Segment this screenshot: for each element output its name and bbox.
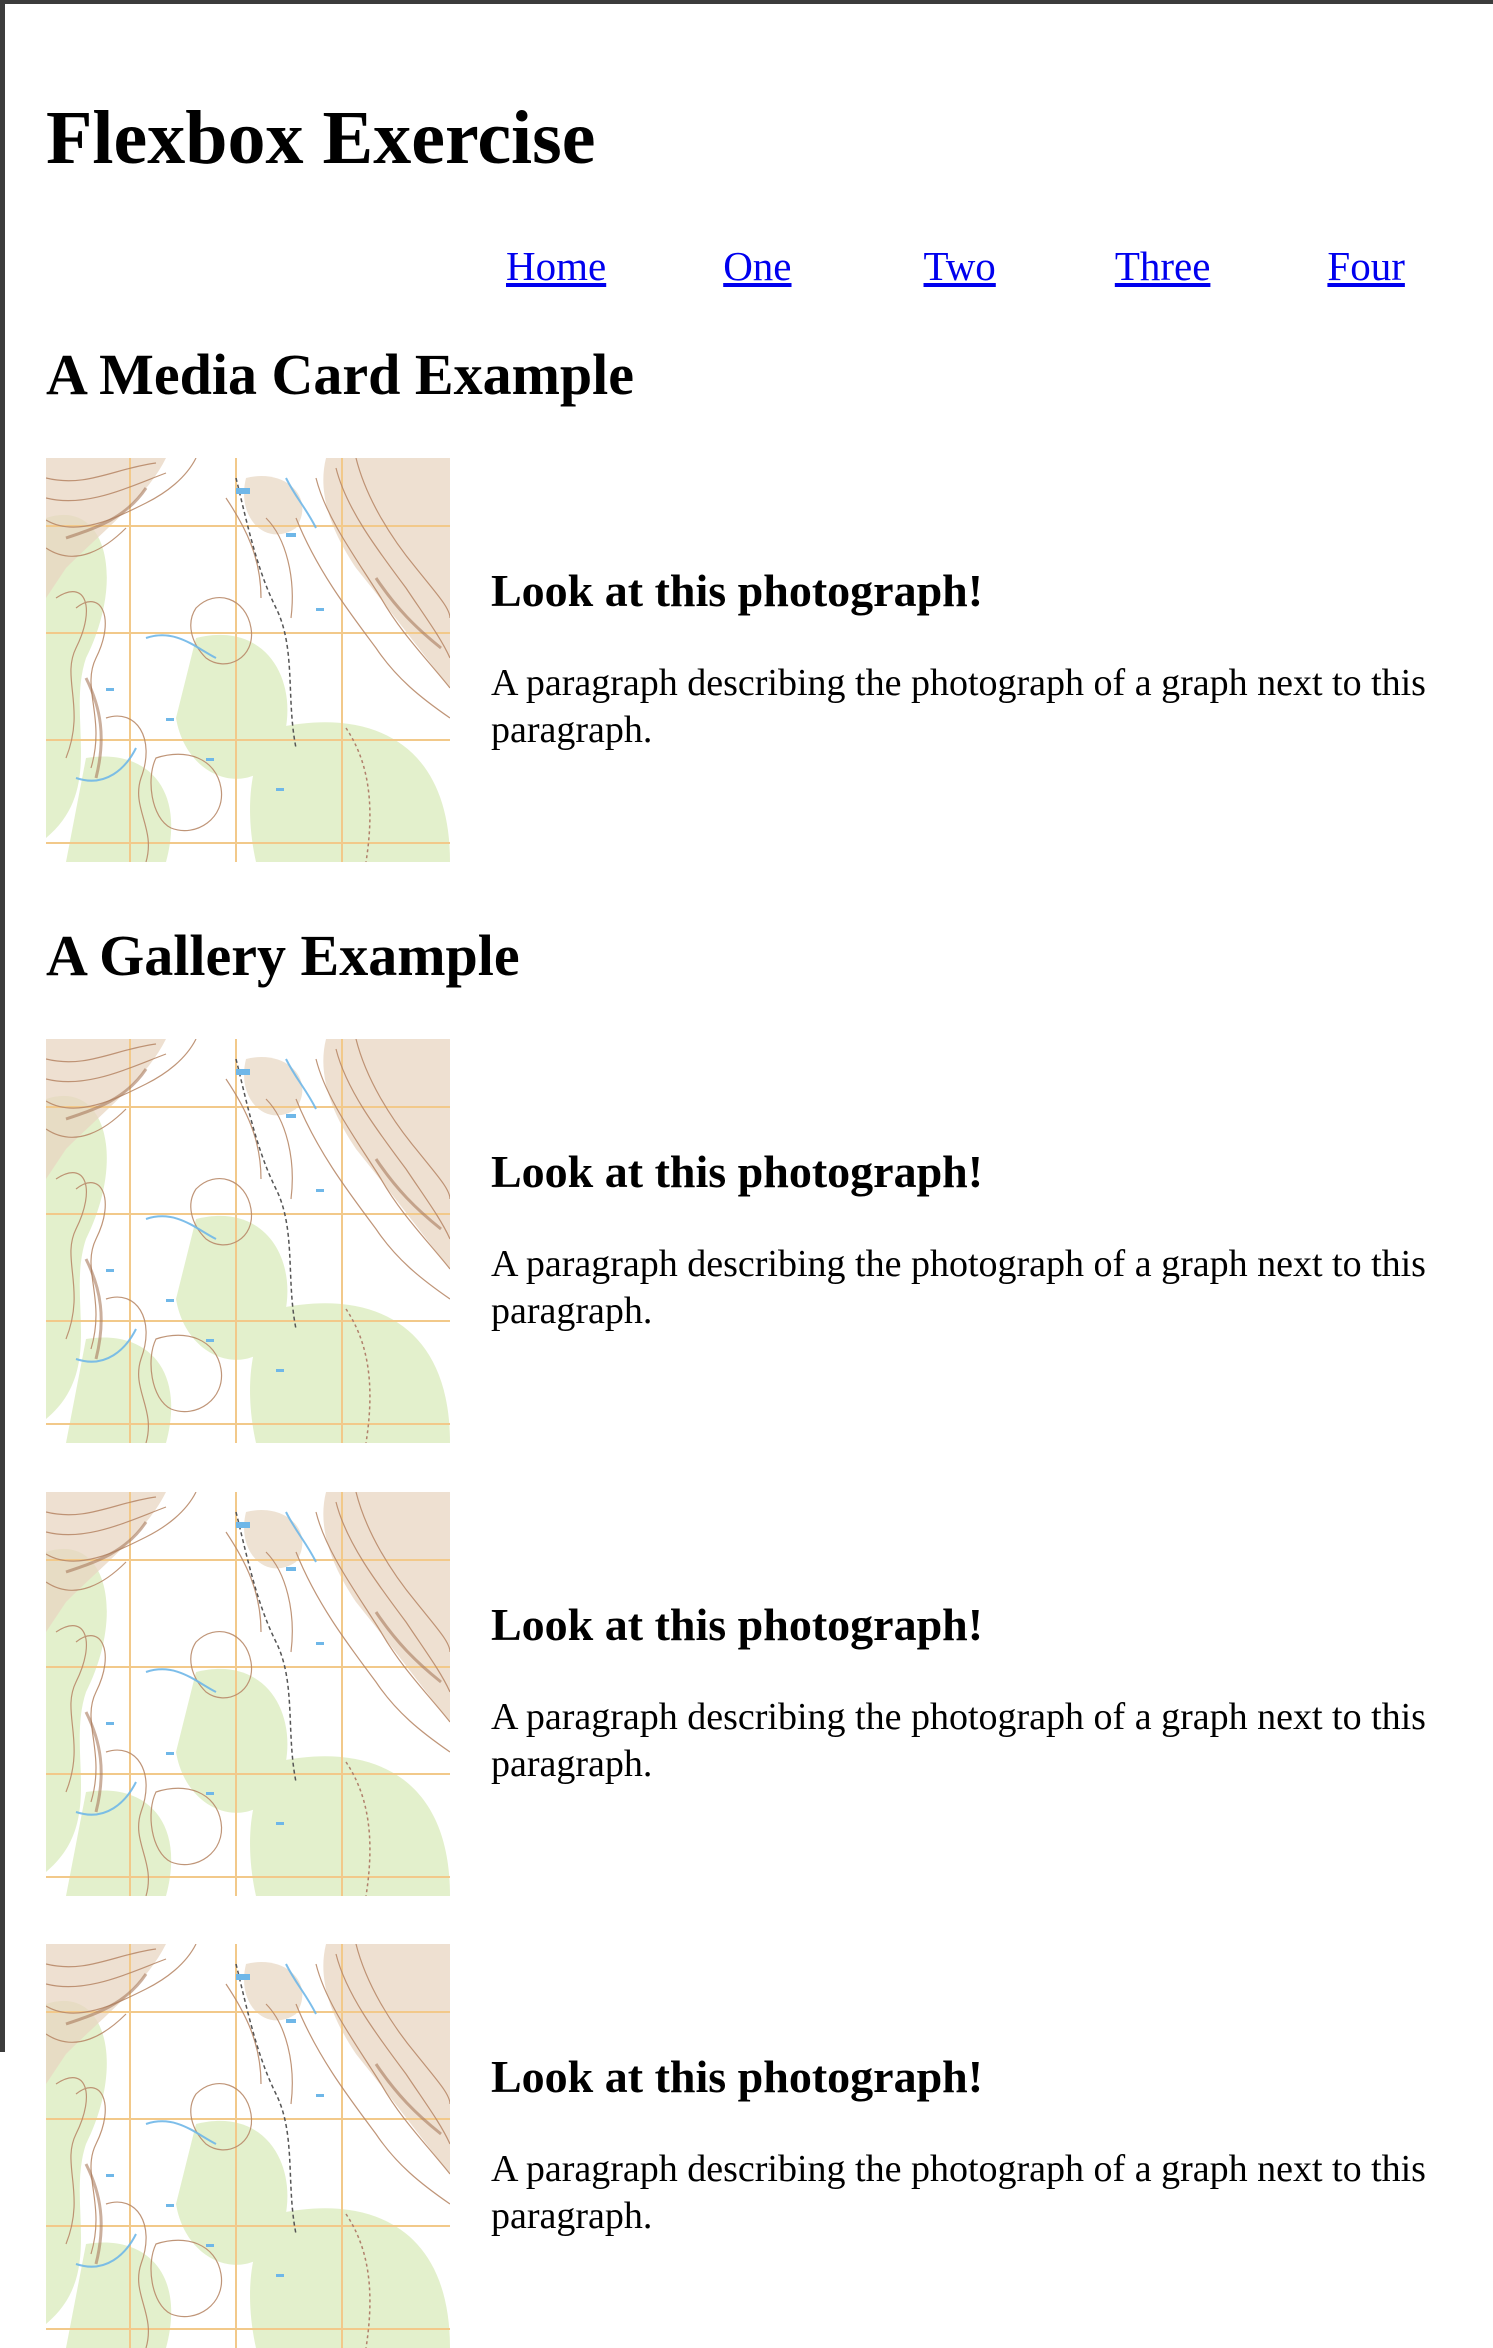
card-text: A paragraph describing the photograph of… xyxy=(491,2148,1426,2238)
nav-link-three[interactable]: Three xyxy=(1114,243,1211,289)
gallery-heading: A Gallery Example xyxy=(46,923,520,988)
card-body: Look at this photograph! A paragraph des… xyxy=(491,1598,1446,1789)
nav-link-two[interactable]: Two xyxy=(923,243,996,289)
media-card: Look at this photograph! A paragraph des… xyxy=(46,458,1446,862)
card-body: Look at this photograph! A paragraph des… xyxy=(491,1145,1446,1336)
card-body: Look at this photograph! A paragraph des… xyxy=(491,564,1446,755)
card-text: A paragraph describing the photograph of… xyxy=(491,662,1426,752)
window-frame-top xyxy=(0,0,1493,4)
card-heading: Look at this photograph! xyxy=(491,2050,984,2102)
window-frame-left xyxy=(0,0,5,2052)
nav-link-four[interactable]: Four xyxy=(1327,243,1405,289)
nav-link-home[interactable]: Home xyxy=(506,243,607,289)
gallery-card: Look at this photograph! A paragraph des… xyxy=(46,1944,1446,2348)
card-text: A paragraph describing the photograph of… xyxy=(491,1243,1426,1333)
card-body: Look at this photograph! A paragraph des… xyxy=(491,2050,1446,2241)
gallery-card: Look at this photograph! A paragraph des… xyxy=(46,1039,1446,1443)
card-heading: Look at this photograph! xyxy=(491,564,984,616)
card-text: A paragraph describing the photograph of… xyxy=(491,1696,1426,1786)
map-thumbnail-image xyxy=(46,1944,450,2348)
map-thumbnail-image xyxy=(46,458,450,862)
card-heading: Look at this photograph! xyxy=(491,1598,984,1650)
card-heading: Look at this photograph! xyxy=(491,1145,984,1197)
main-nav: Home One Two Three Four xyxy=(506,242,1405,290)
page-title: Flexbox Exercise xyxy=(46,96,596,180)
gallery-card: Look at this photograph! A paragraph des… xyxy=(46,1492,1446,1896)
nav-link-one[interactable]: One xyxy=(723,243,792,289)
media-card-heading: A Media Card Example xyxy=(46,342,635,407)
map-thumbnail-image xyxy=(46,1492,450,1896)
map-thumbnail-image xyxy=(46,1039,450,1443)
